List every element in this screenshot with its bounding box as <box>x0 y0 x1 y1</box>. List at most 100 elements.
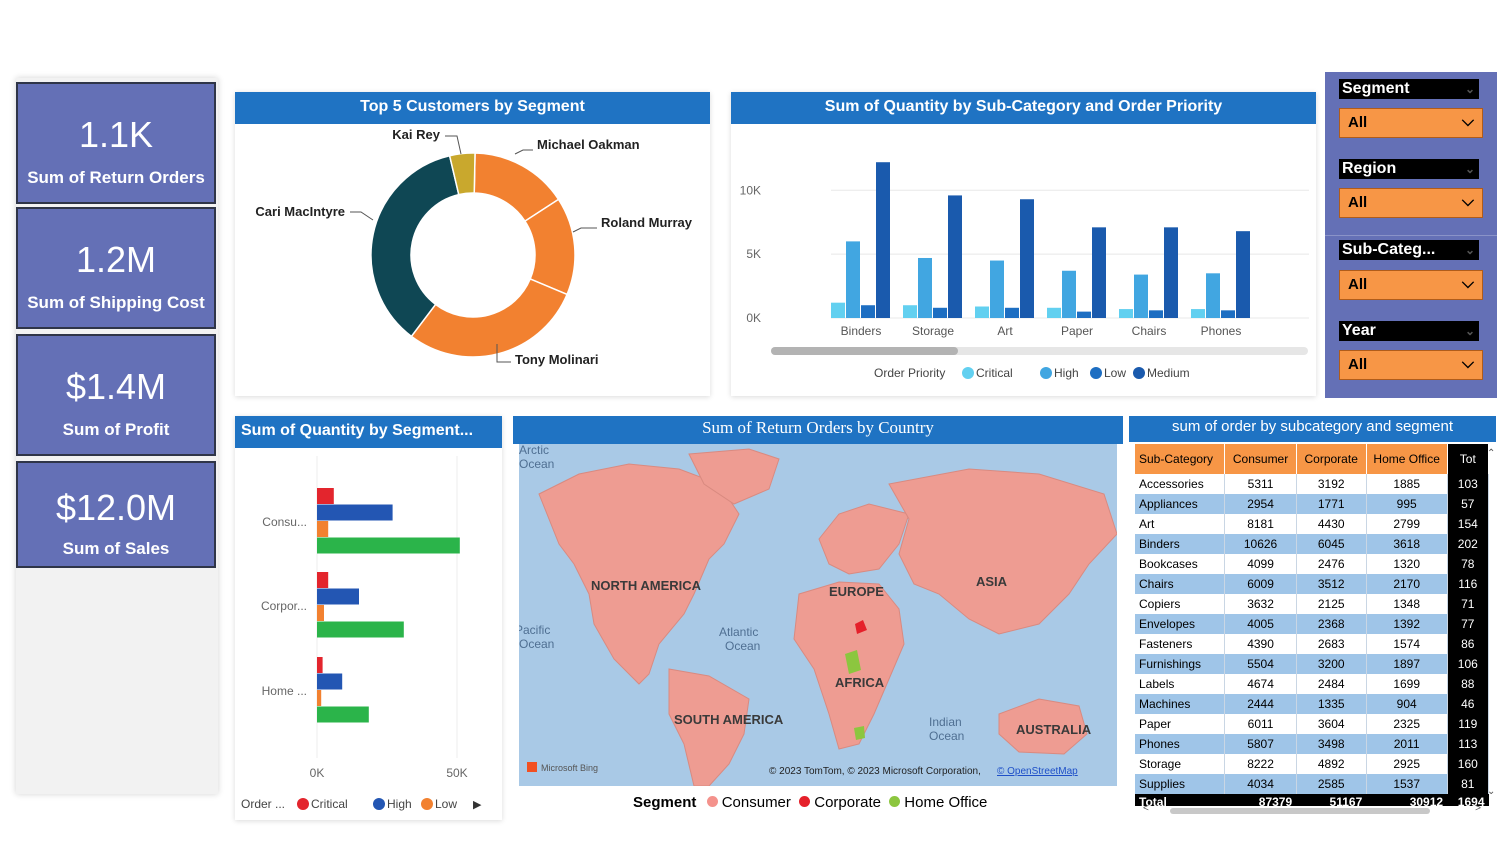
table-cell: Phones <box>1135 734 1226 754</box>
kpi-return-orders[interactable]: 1.1K Sum of Return Orders <box>16 82 216 204</box>
column-bar[interactable] <box>1062 270 1076 318</box>
legend-item[interactable]: Low <box>435 797 457 811</box>
chevron-down-icon[interactable]: ⌄ <box>1464 243 1475 257</box>
column-bar[interactable] <box>876 162 890 318</box>
hbar[interactable] <box>317 673 343 690</box>
kpi-shipping-cost[interactable]: 1.2M Sum of Shipping Cost <box>16 207 216 329</box>
world-map[interactable]: NORTH AMERICA SOUTH AMERICA EUROPE ASIA … <box>519 444 1117 786</box>
slicer-segment-dropdown[interactable]: All ⌵ <box>1339 108 1483 138</box>
table-hscroll[interactable]: < > <box>1135 803 1489 816</box>
column-header[interactable]: Tot <box>1447 444 1489 474</box>
column-bar[interactable] <box>846 241 860 318</box>
map-legend-item[interactable]: Home Office <box>904 794 988 811</box>
column-header[interactable]: Corporate <box>1296 444 1367 474</box>
hbar[interactable] <box>317 657 323 673</box>
hbar[interactable] <box>317 621 404 638</box>
table-row[interactable]: Chairs 6009 3512 2170 116 <box>1135 574 1489 594</box>
table-row[interactable]: Phones 5807 3498 2011 113 <box>1135 734 1489 754</box>
hbar[interactable] <box>317 690 322 706</box>
legend-item[interactable]: Low <box>1104 366 1126 380</box>
scroll-down-icon[interactable]: ⌄ <box>1487 786 1496 797</box>
table-row[interactable]: Labels 4674 2484 1699 88 <box>1135 674 1489 694</box>
table-row[interactable]: Copiers 3632 2125 1348 71 <box>1135 594 1489 614</box>
legend-item[interactable]: Critical <box>976 366 1013 380</box>
column-bar[interactable] <box>831 302 845 318</box>
y-tick-label: Consu... <box>262 515 307 529</box>
hbar[interactable] <box>317 605 324 621</box>
hbar[interactable] <box>317 521 329 537</box>
legend-item[interactable]: High <box>387 797 412 811</box>
table-viewport[interactable]: Sub-Category Consumer Corporate Home Office… <box>1135 444 1489 806</box>
donut-slice[interactable] <box>448 152 476 196</box>
openstreetmap-link[interactable]: © OpenStreetMap <box>997 766 1078 777</box>
donut-slice[interactable] <box>370 154 460 338</box>
column-bar[interactable] <box>1134 274 1148 318</box>
chevron-down-icon[interactable]: ⌄ <box>1464 162 1475 176</box>
label-australia: AUSTRALIA <box>1016 722 1092 737</box>
column-header[interactable]: Home Office <box>1366 444 1448 474</box>
scroll-up-icon[interactable]: ⌃ <box>1487 448 1496 459</box>
map-title: Sum of Return Orders by Country <box>513 416 1123 444</box>
column-bar[interactable] <box>1077 311 1091 318</box>
table-row[interactable]: Binders 10626 6045 3618 202 <box>1135 534 1489 554</box>
donut-slice[interactable] <box>410 277 569 358</box>
hbar[interactable] <box>317 537 460 554</box>
kpi-profit[interactable]: $1.4M Sum of Profit <box>16 334 216 456</box>
table-cell: 2954 <box>1224 494 1297 514</box>
scrollbar-thumb[interactable] <box>1170 808 1430 814</box>
label-arctic-ocean: Ocean <box>519 457 554 471</box>
legend-item[interactable]: Medium <box>1147 366 1190 380</box>
hbar[interactable] <box>317 504 393 521</box>
scrollbar-thumb[interactable] <box>771 347 958 355</box>
column-bar[interactable] <box>1236 231 1250 318</box>
table-row[interactable]: Paper 6011 3604 2325 119 <box>1135 714 1489 734</box>
slicer-year-dropdown[interactable]: All ⌵ <box>1339 350 1483 380</box>
legend-item[interactable]: Critical <box>311 797 348 811</box>
column-bar[interactable] <box>975 306 989 318</box>
column-bar[interactable] <box>1005 307 1019 318</box>
scroll-left-icon[interactable]: < <box>1143 803 1149 814</box>
table-cell: 5504 <box>1224 654 1297 674</box>
table-row[interactable]: Machines 2444 1335 904 46 <box>1135 694 1489 714</box>
column-bar[interactable] <box>1206 273 1220 318</box>
slicer-subcategory-dropdown[interactable]: All ⌵ <box>1339 270 1483 300</box>
table-row[interactable]: Storage 8222 4892 2925 160 <box>1135 754 1489 774</box>
column-bar[interactable] <box>948 195 962 318</box>
legend-item[interactable]: High <box>1054 366 1079 380</box>
table-row[interactable]: Furnishings 5504 3200 1897 106 <box>1135 654 1489 674</box>
column-bar[interactable] <box>1191 309 1205 318</box>
map-legend-item[interactable]: Consumer <box>721 794 791 811</box>
column-header[interactable]: Consumer <box>1224 444 1297 474</box>
slicer-region-dropdown[interactable]: All ⌵ <box>1339 188 1483 218</box>
column-bar[interactable] <box>1047 307 1061 318</box>
table-row[interactable]: Fasteners 4390 2683 1574 86 <box>1135 634 1489 654</box>
column-bar[interactable] <box>933 307 947 318</box>
column-bar[interactable] <box>1020 199 1034 318</box>
column-bar[interactable] <box>1119 309 1133 318</box>
table-row[interactable]: Bookcases 4099 2476 1320 78 <box>1135 554 1489 574</box>
legend-next-icon[interactable]: ▶ <box>473 799 482 811</box>
column-bar[interactable] <box>1221 310 1235 318</box>
column-bar[interactable] <box>903 305 917 318</box>
chevron-down-icon[interactable]: ⌄ <box>1464 324 1475 338</box>
column-bar[interactable] <box>861 305 875 318</box>
chevron-down-icon[interactable]: ⌄ <box>1464 82 1475 96</box>
hbar[interactable] <box>317 488 334 504</box>
column-bar[interactable] <box>1164 227 1178 318</box>
table-row[interactable]: Envelopes 4005 2368 1392 77 <box>1135 614 1489 634</box>
column-header[interactable]: Sub-Category <box>1135 444 1226 474</box>
scroll-right-icon[interactable]: > <box>1475 803 1481 814</box>
kpi-sales[interactable]: $12.0M Sum of Sales <box>16 461 216 568</box>
hbar[interactable] <box>317 588 359 605</box>
map-legend-item[interactable]: Corporate <box>814 794 881 811</box>
column-bar[interactable] <box>1092 227 1106 318</box>
table-row[interactable]: Appliances 2954 1771 995 57 <box>1135 494 1489 514</box>
column-bar[interactable] <box>918 257 932 318</box>
table-row[interactable]: Accessories 5311 3192 1885 103 <box>1135 474 1489 494</box>
column-bar[interactable] <box>1149 310 1163 318</box>
table-row[interactable]: Supplies 4034 2585 1537 81 <box>1135 774 1489 794</box>
table-row[interactable]: Art 8181 4430 2799 154 <box>1135 514 1489 534</box>
hbar[interactable] <box>317 706 369 723</box>
column-bar[interactable] <box>990 260 1004 318</box>
hbar[interactable] <box>317 572 329 588</box>
